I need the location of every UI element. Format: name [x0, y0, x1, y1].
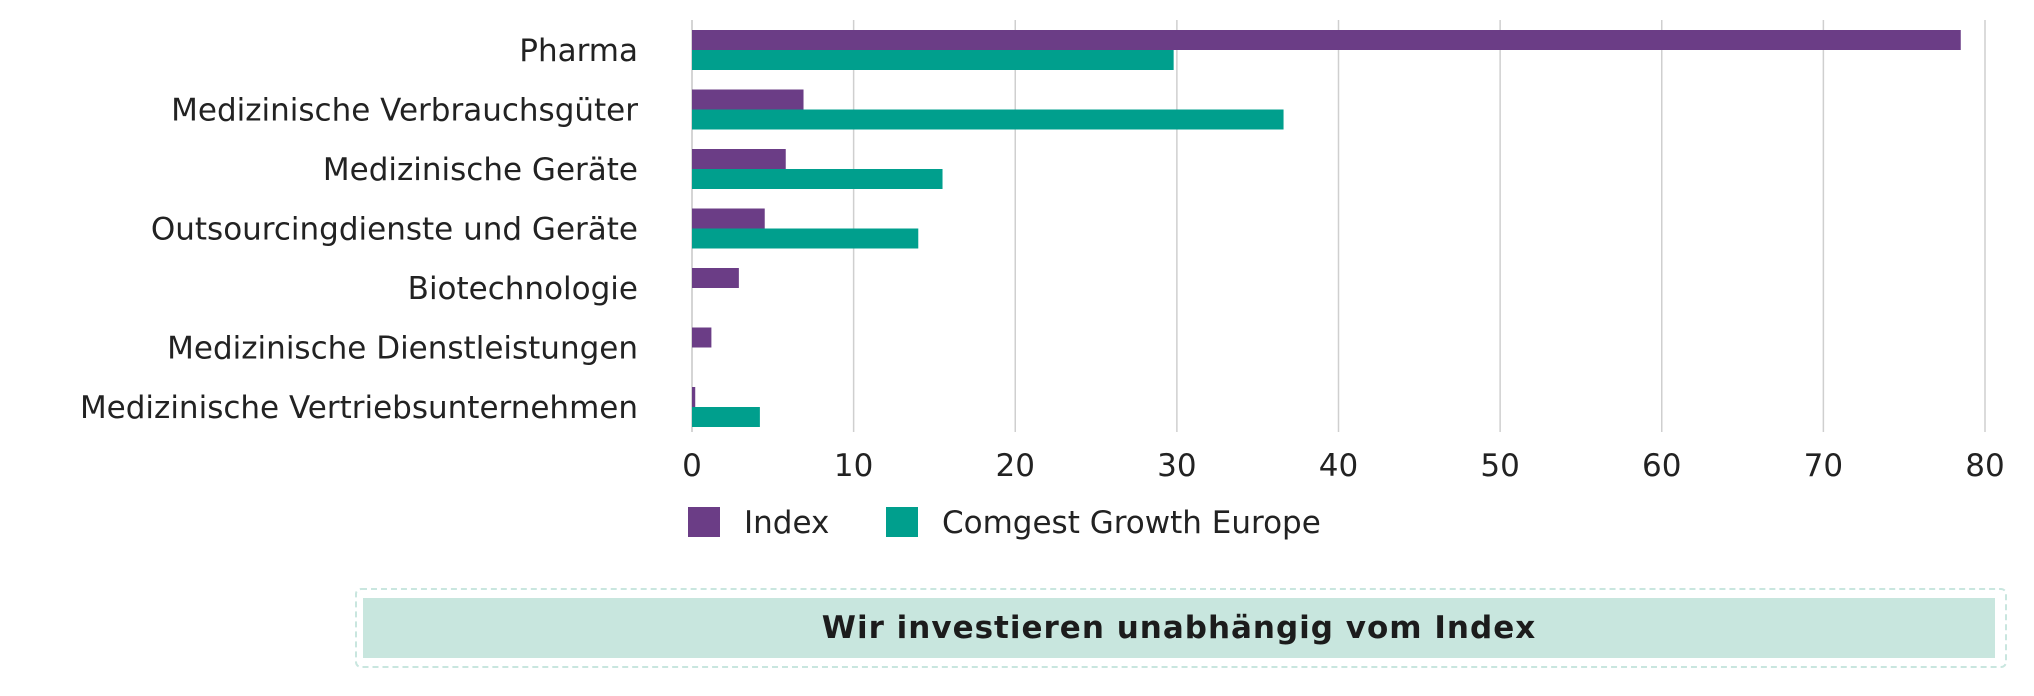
bar-index	[692, 149, 786, 169]
category-label: Biotechnologie	[408, 271, 638, 307]
legend-label: Comgest Growth Europe	[942, 505, 1321, 541]
bar-index	[692, 30, 1961, 50]
category-label: Medizinische Dienstleistungen	[167, 331, 638, 367]
legend-swatch	[886, 507, 918, 537]
grid-lines	[691, 20, 1986, 432]
x-axis-ticks: 0 10 20 30 40 50 60 70 80	[682, 448, 2005, 484]
x-tick-label: 70	[1804, 448, 1843, 484]
banner-frame	[355, 588, 2007, 668]
legend-label: Index	[744, 505, 829, 541]
bar-comgest	[692, 109, 1284, 130]
bar-index	[692, 89, 804, 110]
legend: Index Comgest Growth Europe	[688, 505, 1321, 541]
x-tick-label: 80	[1965, 448, 2004, 484]
bars	[692, 30, 1961, 427]
banner-text: Wir investieren unabhängig vom Index	[821, 610, 1537, 646]
category-label: Outsourcingdienste und Geräte	[151, 212, 638, 248]
x-tick-label: 0	[682, 448, 702, 484]
x-tick-label: 60	[1642, 448, 1681, 484]
x-tick-label: 30	[1157, 448, 1196, 484]
x-tick-label: 50	[1480, 448, 1519, 484]
x-tick-label: 40	[1319, 448, 1358, 484]
bar-comgest	[692, 228, 919, 249]
bar-comgest	[692, 50, 1174, 70]
bar-comgest	[692, 407, 760, 427]
category-label: Medizinische Geräte	[323, 152, 638, 188]
category-label: Medizinische Verbrauchsgüter	[171, 93, 638, 129]
bar-chart: Pharma Medizinische Verbrauchsgüter Medizi…	[80, 20, 2005, 541]
category-label: Pharma	[519, 33, 638, 69]
category-label: Medizinische Vertriebsunternehmen	[80, 390, 638, 426]
bar-index	[692, 387, 696, 407]
x-tick-label: 20	[996, 448, 1035, 484]
bar-index	[692, 327, 712, 348]
bar-comgest	[692, 169, 943, 189]
legend-swatch	[688, 507, 720, 537]
bar-index	[692, 268, 739, 288]
category-labels: Pharma Medizinische Verbrauchsgüter Medizi…	[80, 33, 638, 426]
bar-index	[692, 208, 765, 229]
banner: Wir investieren unabhängig vom Index	[363, 598, 1995, 658]
x-tick-label: 10	[834, 448, 873, 484]
